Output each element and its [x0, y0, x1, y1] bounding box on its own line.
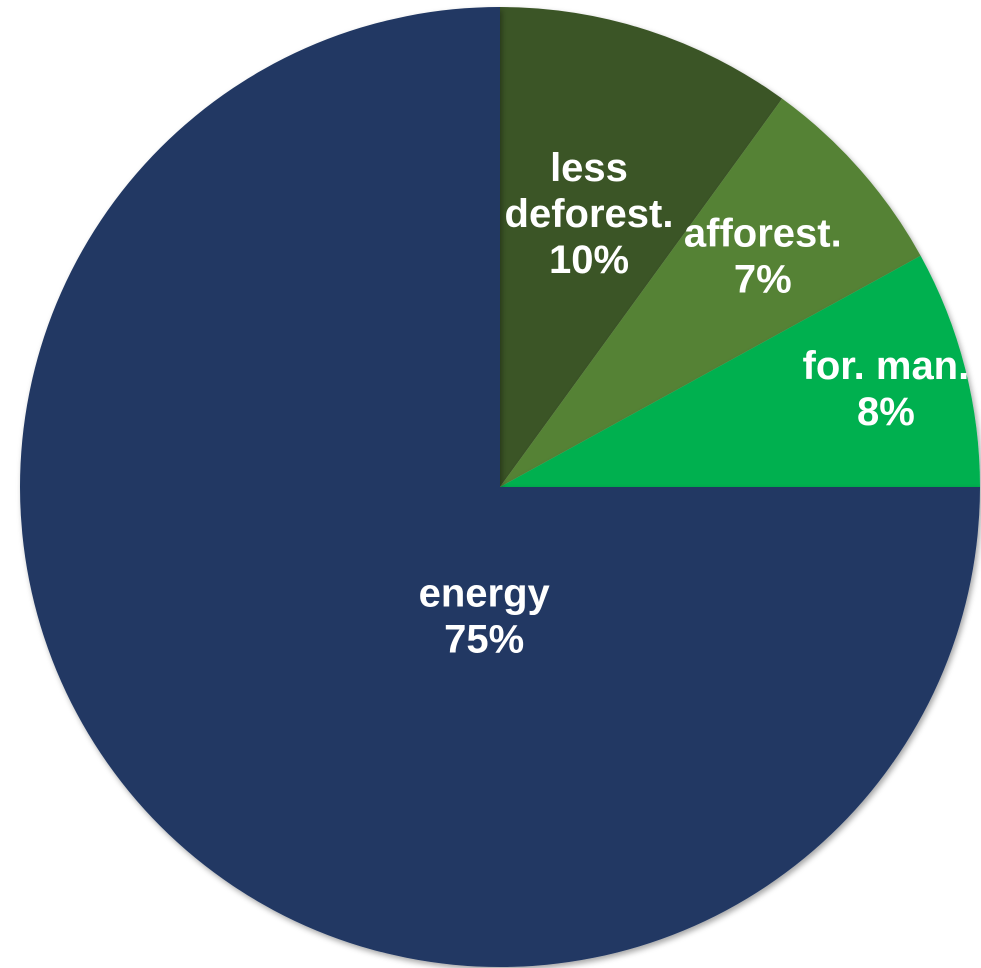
pie-slice-energy	[20, 7, 980, 967]
slice-category-label: energy	[419, 572, 551, 616]
slice-category-label: less	[550, 146, 628, 190]
pie-slice-afforest	[500, 98, 921, 487]
pie-slice-less-deforest	[500, 7, 783, 487]
slice-label-2: for. man. 8%	[803, 344, 970, 434]
slice-label-1: afforest. 7%	[684, 211, 842, 301]
slice-label-3: energy 75%	[419, 572, 551, 662]
slice-value-label: 8%	[857, 390, 915, 434]
slice-value-label: 7%	[734, 257, 792, 301]
pie-slice-for-man	[500, 255, 980, 487]
slice-category-label: for. man.	[803, 344, 970, 388]
pie-labels: less deforest. 10%afforest. 7%for. man. 8%en…	[419, 146, 970, 662]
slice-value-label: 75%	[444, 618, 524, 662]
pie-slices	[20, 7, 980, 967]
slice-value-label: 10%	[549, 238, 629, 282]
slice-category-label: deforest.	[505, 192, 674, 236]
slice-category-label: afforest.	[684, 211, 842, 255]
slice-label-0: less deforest. 10%	[505, 146, 674, 282]
